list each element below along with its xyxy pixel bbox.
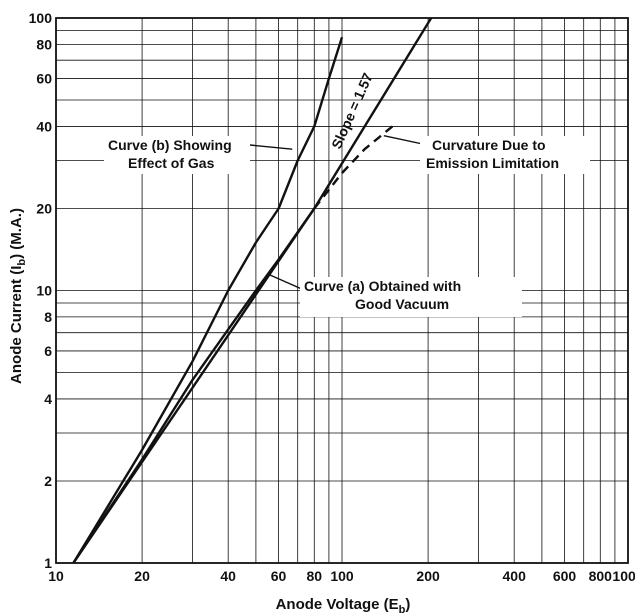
series-line-4 — [72, 17, 433, 564]
x-tick-label: 60 — [271, 568, 287, 584]
annotation-curve-a-line2: Good Vacuum — [355, 296, 449, 312]
x-tick-label: 100 — [330, 568, 354, 584]
y-tick-label: 8 — [44, 309, 52, 325]
y-tick-label: 10 — [36, 283, 52, 299]
leader-curve-b — [249, 144, 293, 150]
series-line-2 — [313, 125, 394, 210]
x-tick-label: 10 — [48, 568, 64, 584]
annotation-curvature-line1: Curvature Due to — [432, 137, 546, 153]
y-tick-label: 1 — [44, 555, 52, 571]
y-tick-label: 4 — [44, 391, 52, 407]
y-tick-labels: 1 2 4 6 8 10 20 40 60 80 100 — [29, 10, 53, 571]
x-tick-label: 600 — [553, 568, 577, 584]
x-tick-label: 20 — [134, 568, 150, 584]
x-tick-labels: 10 20 40 60 80 100 200 400 600 8001000 — [48, 568, 635, 584]
annotation-leaders — [249, 134, 433, 291]
y-tick-label: 100 — [29, 10, 53, 26]
y-tick-label: 20 — [36, 200, 52, 216]
x-tick-label: 80 — [306, 568, 322, 584]
plot-frame — [55, 17, 629, 564]
y-tick-label: 60 — [36, 70, 52, 86]
x-tick-label: 800 — [589, 568, 613, 584]
series-group — [72, 17, 433, 564]
plot-border — [55, 17, 629, 564]
y-tick-label: 6 — [44, 343, 52, 359]
x-tick-label: 200 — [416, 568, 440, 584]
x-tick-label: 400 — [503, 568, 527, 584]
annotations: Curve (b) Showing Effect of Gas Slope = … — [104, 70, 590, 317]
x-axis-title: Anode Voltage (Eb) — [276, 596, 411, 615]
annotation-curvature-line2: Emission Limitation — [426, 155, 559, 171]
annotation-curve-b-line1: Curve (b) Showing — [108, 137, 232, 153]
x-tick-label: 1000 — [612, 568, 635, 584]
series-line-3 — [72, 36, 344, 564]
y-tick-label: 40 — [36, 118, 52, 134]
annotation-curve-b-line2: Effect of Gas — [128, 155, 215, 171]
leader-curve-a — [267, 273, 305, 291]
annotation-curve-a-line1: Curve (a) Obtained with — [304, 278, 461, 294]
y-tick-label: 80 — [36, 36, 52, 52]
annotation-slope: Slope = 1.57 — [328, 70, 376, 151]
y-tick-label: 2 — [44, 473, 52, 489]
y-axis-title: Anode Current (Ib) (M.A.) — [8, 208, 28, 384]
x-tick-label: 40 — [220, 568, 236, 584]
